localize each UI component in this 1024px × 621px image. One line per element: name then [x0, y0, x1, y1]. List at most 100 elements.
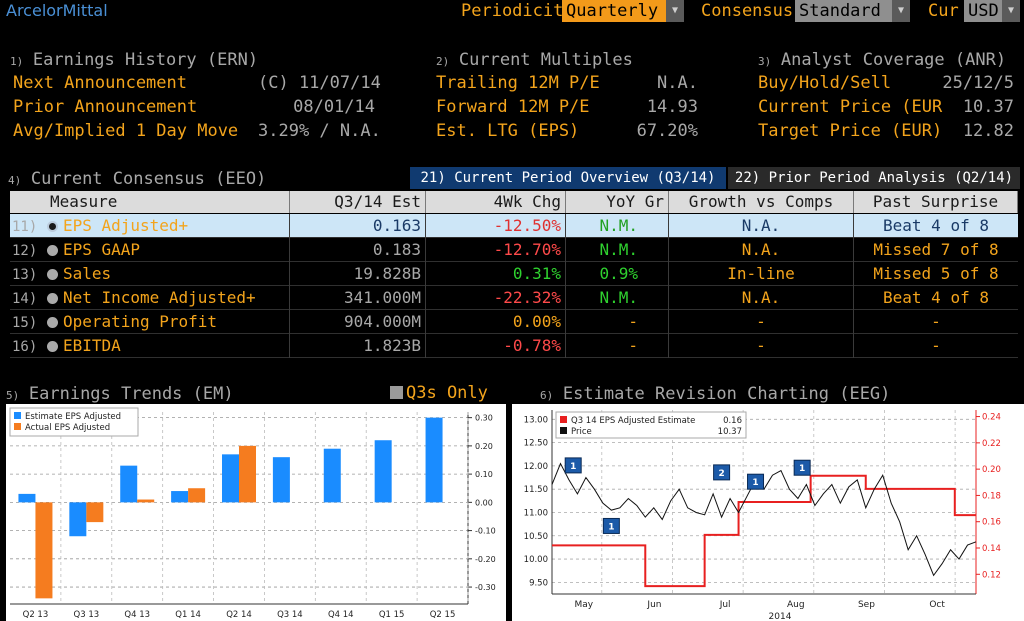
target-price-label: Target Price (EUR) — [758, 121, 943, 141]
legend-swatch — [560, 427, 567, 434]
table-row[interactable]: 16) EBITDA 1.823B -0.78% - - - — [10, 334, 1018, 358]
estimate-revision-header[interactable]: 6) Estimate Revision Charting (EEG) — [540, 384, 890, 404]
row-number[interactable]: 16) — [12, 339, 38, 355]
periodicity-label: Periodicity — [461, 1, 574, 21]
column-header-yoy-gr[interactable]: YoY Gr — [566, 191, 669, 213]
row-bullet-icon[interactable] — [46, 317, 58, 328]
past-surprise: Beat 4 of 8 — [883, 288, 989, 307]
row-number[interactable]: 13) — [12, 267, 38, 283]
column-header-measure[interactable]: Measure — [10, 191, 290, 213]
q3s-only-label[interactable]: Q3s Only — [406, 383, 488, 403]
row-number[interactable]: 15) — [12, 315, 38, 331]
measure-name[interactable]: Operating Profit — [62, 312, 218, 331]
growth-vs-comps: N.A. — [669, 214, 854, 238]
q3s-only-checkbox[interactable] — [390, 386, 403, 399]
consensus-dropdown[interactable]: Standard — [795, 0, 892, 22]
row-number[interactable]: 12) — [12, 243, 38, 259]
currency-label: Cur — [928, 1, 959, 21]
measure-name[interactable]: EPS Adjusted+ — [62, 216, 189, 235]
x-tick-label: May — [574, 600, 593, 610]
estimate-revision-chart[interactable]: 13.00 12.50 12.00 11.50 11.00 10.50 10.00 9.50 0… — [512, 404, 1024, 621]
table-row[interactable]: 12) EPS GAAP 0.183 -12.70% N.M. N.A. Missed 7… — [10, 238, 1018, 262]
legend-box — [555, 411, 747, 439]
x-tick-label: Q1 14 — [175, 610, 201, 620]
event-flag-label: 1 — [752, 478, 758, 488]
past-surprise: Missed 5 of 8 — [873, 264, 999, 283]
measure-name[interactable]: Net Income Adjusted+ — [62, 288, 256, 307]
bar — [137, 499, 155, 503]
x-tick-label: Q4 14 — [328, 610, 354, 620]
row-bullet-icon[interactable] — [46, 221, 58, 232]
column-header-past-surprise[interactable]: Past Surprise — [854, 191, 1018, 213]
past-surprise: - — [931, 312, 941, 331]
legend-swatch — [560, 416, 567, 423]
bar — [120, 465, 138, 503]
measure-name[interactable]: Sales — [62, 264, 112, 283]
legend-swatch — [14, 412, 21, 419]
growth-vs-comps: In-line — [669, 262, 854, 286]
past-surprise: Beat 4 of 8 — [883, 216, 989, 235]
earnings-trends-chart[interactable]: 0.30 0.20 0.10 0.00 -0.10 -0.20 -0.30 Q2 13 Q3 1… — [6, 404, 506, 621]
right-tick-label: 0.14 — [982, 544, 1001, 554]
periodicity-dropdown[interactable]: Quarterly — [562, 0, 666, 22]
right-tick-label: 0.20 — [982, 465, 1001, 475]
row-bullet-icon[interactable] — [46, 245, 58, 256]
y-tick-label: 0.00 — [475, 498, 493, 507]
table-row[interactable]: 14) Net Income Adjusted+ 341.000M -22.32% N… — [10, 286, 1018, 310]
currency-dropdown[interactable]: USD — [964, 0, 1002, 22]
row-bullet-icon[interactable] — [46, 269, 58, 280]
bar — [239, 445, 256, 503]
row-number[interactable]: 11) — [12, 219, 38, 235]
bar — [35, 502, 53, 599]
bar — [323, 448, 341, 503]
y-tick-label: -0.20 — [475, 555, 496, 564]
current-consensus-header[interactable]: 4) Current Consensus (EEO) — [8, 169, 266, 189]
row-bullet-icon[interactable] — [46, 293, 58, 304]
table-row[interactable]: 15) Operating Profit 904.000M 0.00% - - - — [10, 310, 1018, 334]
growth-vs-comps: - — [669, 310, 854, 334]
right-tick-label: 0.18 — [982, 491, 1001, 501]
left-tick-label: 10.50 — [524, 532, 548, 542]
x-tick-label: Jul — [719, 600, 731, 610]
tab-prior-period-analysis[interactable]: 22) Prior Period Analysis (Q2/14) — [728, 167, 1020, 189]
row-number[interactable]: 14) — [12, 291, 38, 307]
yoy-growth: - — [566, 310, 669, 334]
bar — [272, 457, 290, 503]
company-name[interactable]: ArcelorMittal — [6, 1, 108, 20]
measure-name[interactable]: EBITDA — [62, 336, 121, 355]
yoy-growth: - — [566, 334, 669, 358]
chevron-down-icon[interactable]: ▼ — [666, 0, 684, 22]
avg-move-label: Avg/Implied 1 Day Move — [13, 121, 239, 141]
chevron-down-icon[interactable]: ▼ — [892, 0, 910, 22]
current-multiples-header[interactable]: 2) Current Multiples — [436, 50, 633, 70]
earnings-trends-header[interactable]: 5) Earnings Trends (EM) — [6, 384, 234, 404]
left-tick-label: 11.50 — [524, 485, 548, 495]
tab-current-period-overview[interactable]: 21) Current Period Overview (Q3/14) — [410, 167, 726, 189]
column-header-growth-vs-comps[interactable]: Growth vs Comps — [669, 191, 854, 213]
bar — [18, 493, 36, 503]
right-tick-label: 0.12 — [982, 570, 1001, 580]
trailing-pe-label: Trailing 12M P/E — [436, 73, 600, 93]
left-tick-label: 10.00 — [524, 555, 548, 565]
column-header-4wk-chg[interactable]: 4Wk Chg — [426, 191, 566, 213]
analyst-coverage-header[interactable]: 3) Analyst Coverage (ANR) — [758, 50, 1006, 70]
past-surprise: Missed 7 of 8 — [873, 240, 999, 259]
row-bullet-icon[interactable] — [46, 341, 58, 352]
four-week-change: 0.31% — [426, 262, 566, 286]
table-row[interactable]: 11) EPS Adjusted+ 0.163 -12.50% N.M. N.A. Bea… — [10, 214, 1018, 238]
earnings-history-header[interactable]: 1) Earnings History (ERN) — [10, 50, 258, 70]
column-header-estimate[interactable]: Q3/14 Est — [290, 191, 426, 213]
legend-swatch — [14, 423, 21, 430]
y-tick-label: 0.20 — [475, 442, 493, 451]
bar — [69, 502, 87, 537]
event-flag-label: 1 — [570, 462, 576, 472]
section-number: 5) — [6, 389, 20, 402]
right-tick-label: 0.24 — [982, 413, 1001, 423]
measure-name[interactable]: EPS GAAP — [62, 240, 140, 259]
table-row[interactable]: 13) Sales 19.828B 0.31% 0.9% In-line Missed 5… — [10, 262, 1018, 286]
event-flag-label: 2 — [718, 469, 724, 479]
four-week-change: -12.70% — [426, 238, 566, 262]
chevron-down-icon[interactable]: ▼ — [1002, 0, 1020, 22]
event-flag-icon — [564, 457, 582, 474]
left-tick-label: 9.50 — [529, 578, 548, 588]
